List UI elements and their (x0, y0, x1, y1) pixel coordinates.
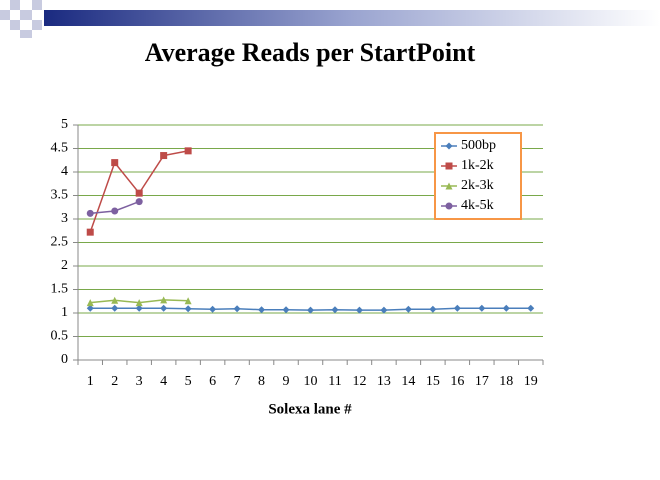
legend-marker (445, 142, 453, 150)
y-tick-label: 4.5 (51, 141, 69, 156)
marker (258, 306, 266, 314)
x-tick-label: 18 (499, 374, 513, 389)
y-tick-label: 1 (61, 305, 68, 320)
marker (111, 304, 119, 312)
marker (160, 296, 168, 304)
marker (160, 304, 168, 312)
marker (111, 296, 119, 304)
marker (184, 297, 192, 305)
y-tick-label: 4 (61, 164, 68, 179)
marker (184, 147, 192, 155)
legend-label: 4k-5k (461, 198, 494, 213)
marker (209, 305, 217, 313)
x-tick-label: 4 (160, 374, 167, 389)
y-tick-label: 1.5 (51, 282, 69, 297)
marker (86, 209, 94, 217)
marker (135, 189, 143, 197)
legend-marker (445, 182, 453, 190)
marker (527, 304, 535, 312)
marker (86, 299, 94, 307)
marker (502, 304, 510, 312)
x-axis-label: Solexa lane # (268, 401, 352, 417)
slide-decoration (0, 0, 660, 38)
marker (429, 305, 437, 313)
marker (355, 306, 363, 314)
marker (184, 305, 192, 313)
marker (111, 207, 119, 215)
chart-title: Average Reads per StartPoint (145, 38, 476, 67)
legend: 500bp 1k-2k 2k-3k 4k-5k (434, 132, 522, 220)
marker (86, 228, 94, 236)
x-tick-label: 10 (304, 374, 318, 389)
y-tick-label: 3 (61, 211, 68, 226)
x-tick-label: 15 (426, 374, 440, 389)
x-tick-label: 12 (352, 374, 366, 389)
y-tick-label: 0 (61, 352, 68, 367)
x-tick-label: 16 (450, 374, 464, 389)
marker (86, 304, 94, 312)
y-tick-label: 5 (61, 117, 68, 132)
marker (111, 159, 119, 167)
marker (453, 304, 461, 312)
marker (135, 299, 143, 307)
marker (331, 306, 339, 314)
x-tick-label: 9 (283, 374, 290, 389)
marker (135, 198, 143, 206)
x-tick-label: 11 (328, 374, 341, 389)
marker (135, 304, 143, 312)
x-tick-label: 17 (475, 374, 489, 389)
y-tick-label: 2 (61, 258, 68, 273)
x-tick-label: 1 (87, 374, 94, 389)
marker (478, 304, 486, 312)
y-tick-label: 2.5 (51, 235, 69, 250)
marker (380, 306, 388, 314)
x-tick-label: 6 (209, 374, 216, 389)
x-tick-label: 5 (185, 374, 192, 389)
legend-marker (445, 202, 453, 210)
marker (233, 305, 241, 313)
y-tick-label: 0.5 (51, 329, 69, 344)
x-tick-label: 14 (401, 374, 415, 389)
marker (160, 152, 168, 160)
legend-label: 500bp (461, 138, 496, 153)
x-tick-label: 7 (234, 374, 241, 389)
legend-label: 2k-3k (461, 178, 494, 193)
marker (307, 306, 314, 314)
x-tick-label: 3 (136, 374, 143, 389)
legend-label: 1k-2k (461, 158, 494, 173)
marker (282, 306, 290, 314)
x-tick-label: 2 (111, 374, 118, 389)
x-tick-label: 13 (377, 374, 391, 389)
legend-marker (445, 162, 453, 170)
y-tick-label: 3.5 (51, 188, 69, 203)
marker (404, 305, 412, 313)
x-tick-label: 19 (524, 374, 538, 389)
x-tick-label: 8 (258, 374, 265, 389)
